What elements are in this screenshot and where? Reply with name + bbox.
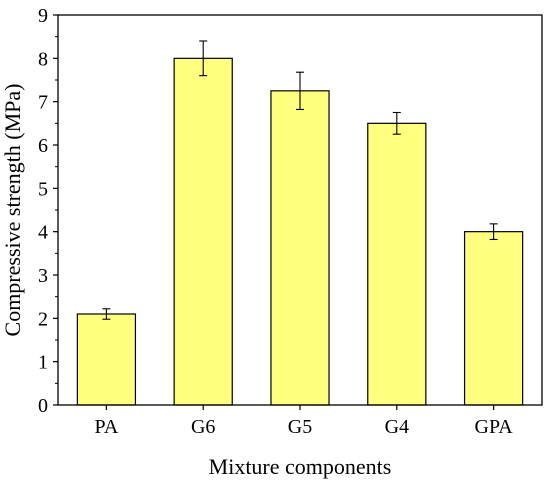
y-tick-label-6: 6 xyxy=(38,135,48,157)
y-tick-label-5: 5 xyxy=(38,178,48,200)
y-tick-label-2: 2 xyxy=(38,308,48,330)
x-tick-label-pa: PA xyxy=(95,416,119,438)
y-tick-label-3: 3 xyxy=(38,265,48,287)
y-axis-label: Compressive strength (MPa) xyxy=(0,84,25,337)
error-bar-gpa xyxy=(489,223,498,241)
x-tick-label-g5: G5 xyxy=(288,416,312,438)
bar-pa xyxy=(76,313,137,406)
y-tick-label-0: 0 xyxy=(38,395,48,417)
error-bar-g4 xyxy=(392,111,401,135)
bar-gpa xyxy=(463,231,524,406)
error-bar-g6 xyxy=(199,40,208,77)
y-tick-label-4: 4 xyxy=(38,222,48,244)
x-tick-label-gpa: GPA xyxy=(475,416,514,438)
x-tick-label-g4: G4 xyxy=(385,416,409,438)
error-bar-g5 xyxy=(296,71,304,111)
bar-g4 xyxy=(367,122,427,406)
bar-g5 xyxy=(270,90,330,406)
y-tick-label-9: 9 xyxy=(38,5,48,27)
x-tick-label-g6: G6 xyxy=(191,416,215,438)
bar-g6 xyxy=(173,57,233,406)
x-axis-label: Mixture components xyxy=(209,454,392,479)
y-tick-label-8: 8 xyxy=(38,48,48,70)
y-tick-label-7: 7 xyxy=(38,92,48,114)
y-tick-label-1: 1 xyxy=(38,352,48,374)
error-bar-pa xyxy=(102,308,111,320)
